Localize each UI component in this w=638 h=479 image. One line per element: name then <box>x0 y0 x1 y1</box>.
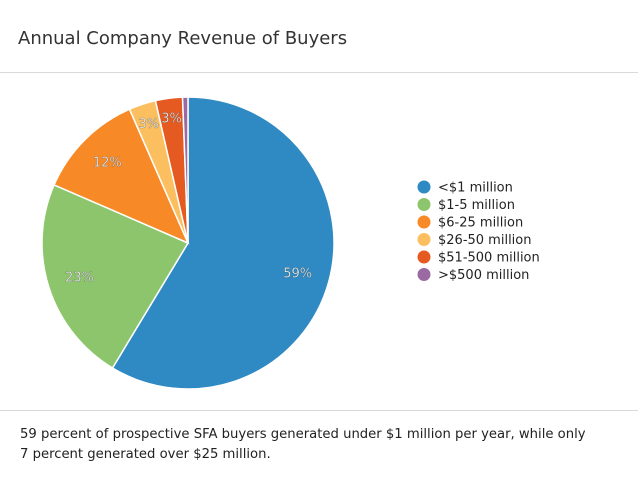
legend-label-2: $1-5 million <box>438 198 515 213</box>
pie-slice-3 <box>53 108 190 245</box>
pie-slice-2 <box>41 183 190 370</box>
chart-caption: 59 percent of prospective SFA buyers gen… <box>20 425 635 465</box>
pie-label-5: 3% <box>161 112 182 127</box>
chart-legend: <$1 million $1-5 million $6-25 million $26-… <box>417 180 540 283</box>
pie-label-4: 3% <box>138 117 159 132</box>
legend-swatch-4 <box>417 233 431 246</box>
legend-swatch-6 <box>417 268 431 281</box>
legend-label-3: $6-25 million <box>438 216 523 231</box>
legend-label-1: <$1 million <box>438 181 513 196</box>
pie-label-2: 23% <box>65 271 94 286</box>
pie-slice-1 <box>111 96 335 390</box>
pie-slice-6 <box>181 96 189 244</box>
pie-label-1: 59% <box>283 267 312 282</box>
chart-title: Annual Company Revenue of Buyers <box>18 28 348 49</box>
pie-slices <box>41 96 335 390</box>
top-divider <box>0 72 638 73</box>
caption-line-2: 7 percent generated over $25 million. <box>20 447 271 462</box>
legend-label-4: $26-50 million <box>438 233 531 248</box>
legend-swatch-2 <box>417 198 431 211</box>
legend-swatch-3 <box>417 215 431 229</box>
legend-label-6: >$500 million <box>438 268 529 283</box>
pie-chart: 59% 23% 12% 3% 3% <$1 million $1-5 million $6-… <box>41 96 540 390</box>
pie-label-3: 12% <box>93 156 122 171</box>
bottom-divider <box>0 410 638 411</box>
legend-label-5: $51-500 million <box>438 251 540 266</box>
caption-line-1: 59 percent of prospective SFA buyers gen… <box>20 427 586 442</box>
legend-swatch-5 <box>417 250 431 264</box>
pie-slice-labels: 59% 23% 12% 3% 3% <box>65 111 313 286</box>
legend-swatch-1 <box>417 180 431 194</box>
